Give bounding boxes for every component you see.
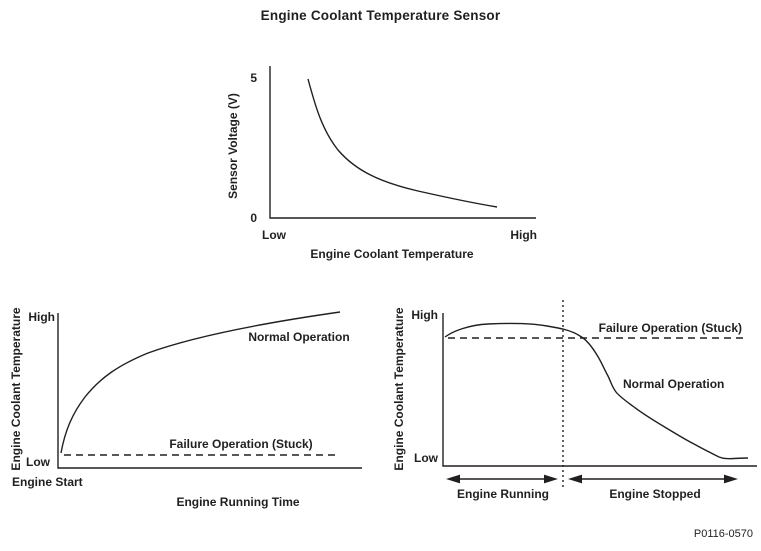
voltage-ytick-max: 5 [250,71,257,85]
cooldown-running-arrow-left-head [446,474,460,484]
cooldown-normal-label: Normal Operation [623,377,724,391]
cooldown-axes [442,313,757,467]
cooldown-stopped-arrow-left-head [568,474,582,484]
cooldown-phase-running-label: Engine Running [457,487,549,501]
voltage-axes [269,66,536,219]
cooldown-ytick-low: Low [414,451,439,465]
warmup-yaxis-label: Engine Coolant Temperature [9,307,23,470]
figure-title: Engine Coolant Temperature Sensor [260,8,501,23]
cooldown-stopped-arrow-right-head [724,474,738,484]
warmup-normal-curve [60,311,341,454]
warmup-xaxis-label: Engine Running Time [176,495,299,509]
warmup-ytick-high: High [28,310,55,324]
warmup-chart: High Low Engine Start Engine Running Tim… [9,307,362,509]
cooldown-ytick-high: High [411,308,438,322]
voltage-xtick-high: High [510,228,537,242]
cooldown-phase-stopped-label: Engine Stopped [609,487,700,501]
cooldown-yaxis-label: Engine Coolant Temperature [392,307,406,470]
warmup-normal-label: Normal Operation [248,330,349,344]
voltage-ytick-min: 0 [250,211,257,225]
cooldown-normal-curve [444,322,749,460]
voltage-curve [307,78,498,208]
voltage-xaxis-label: Engine Coolant Temperature [310,247,473,261]
cooldown-failure-label: Failure Operation (Stuck) [599,321,742,335]
voltage-chart: 5 0 Low High Engine Coolant Temperature … [226,66,537,261]
cooldown-chart: High Low Failure Operation (Stuck) Norma… [392,300,757,501]
warmup-ytick-low: Low [26,455,51,469]
warmup-failure-label: Failure Operation (Stuck) [169,437,312,451]
voltage-xtick-low: Low [262,228,287,242]
voltage-yaxis-label: Sensor Voltage (V) [226,93,240,199]
warmup-origin-label: Engine Start [12,475,83,489]
cooldown-running-arrow-right-head [544,474,558,484]
figure-code: P0116-0570 [693,528,753,540]
warmup-axes [57,313,362,469]
